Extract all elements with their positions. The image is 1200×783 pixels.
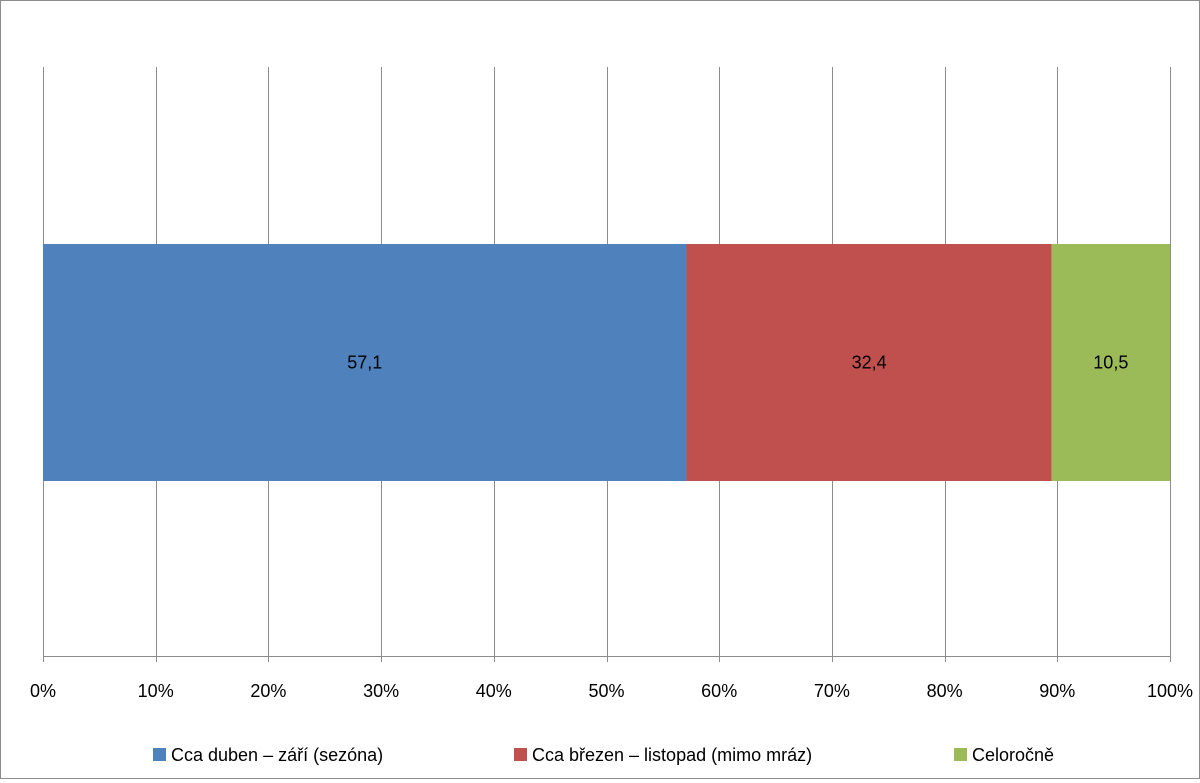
x-tick-label-4: 40% [476,681,512,701]
bar-data-label-2: 10,5 [1093,353,1128,373]
legend-label-0: Cca duben – září (sezóna) [171,745,383,765]
bar-data-label-1: 32,4 [852,353,887,373]
x-tick-label-7: 70% [814,681,850,701]
bar-segment-1 [686,244,1052,481]
bar-segment-2 [1051,244,1170,481]
bar-segment-0 [43,244,687,481]
x-tick-label-2: 20% [250,681,286,701]
bar-data-label-0: 57,1 [347,353,382,373]
legend-swatch-0 [153,748,166,761]
x-tick-label-5: 50% [588,681,624,701]
legend: Cca duben – září (sezóna) Cca březen – li… [153,745,1054,765]
x-tick-label-0: 0% [30,681,56,701]
x-tick-label-9: 90% [1039,681,1075,701]
x-tick-label-6: 60% [701,681,737,701]
bars [43,244,1170,481]
x-tick-label-3: 30% [363,681,399,701]
legend-label-2: Celoročně [972,745,1054,765]
x-axis: 0% 10% 20% 30% 40% 50% 60% 70% 80% 90% 100% [30,656,1193,701]
x-tick-label-1: 10% [138,681,174,701]
legend-swatch-1 [514,748,527,761]
bar-data-labels: 57,1 32,4 10,5 [347,353,1128,373]
x-tick-label-8: 80% [927,681,963,701]
legend-swatch-2 [954,748,967,761]
x-tick-label-10: 100% [1147,681,1193,701]
legend-label-1: Cca březen – listopad (mimo mráz) [532,745,812,765]
